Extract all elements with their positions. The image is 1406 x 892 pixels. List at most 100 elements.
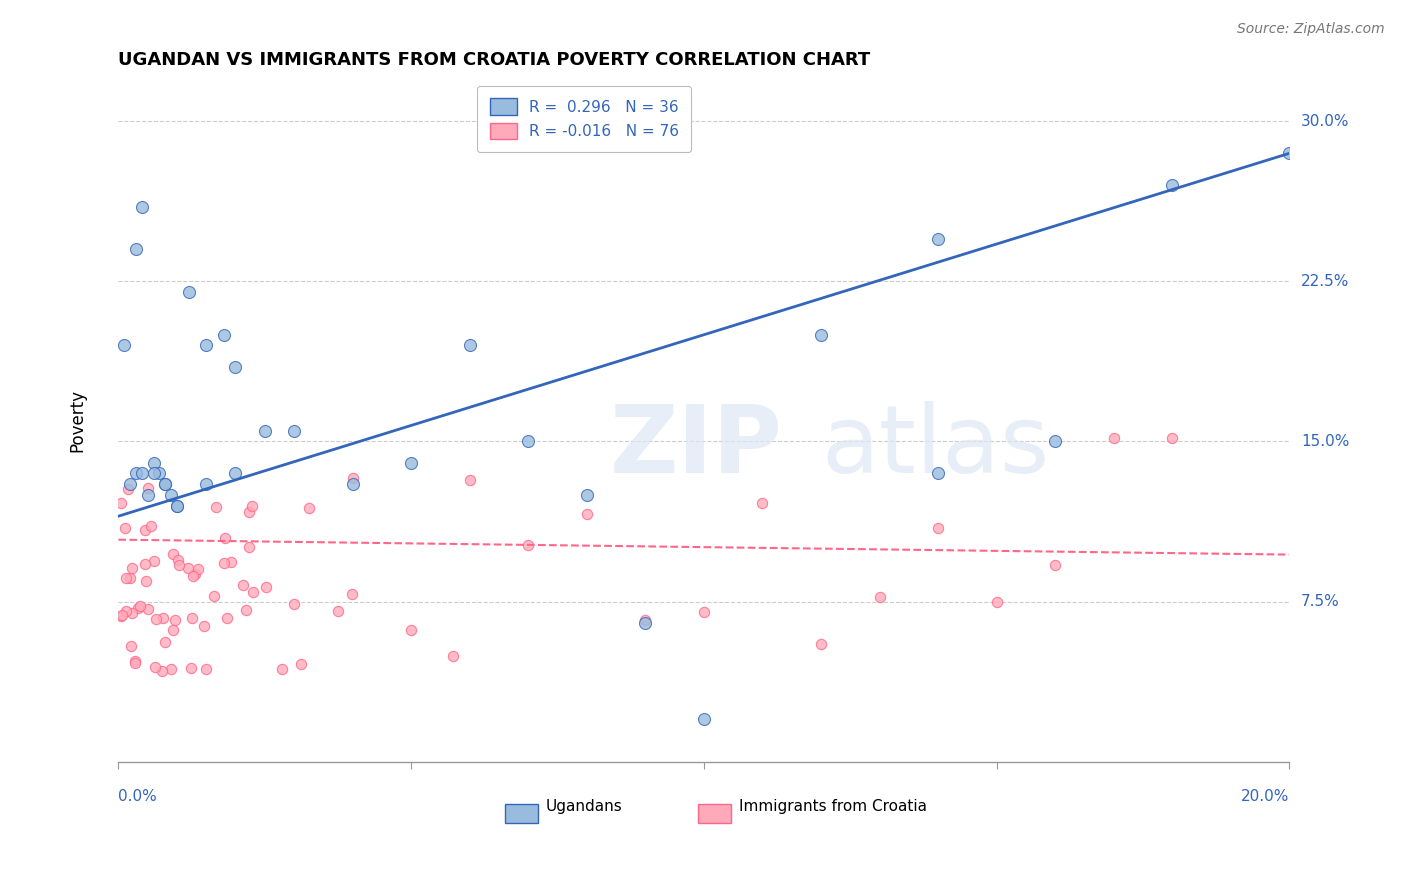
- Point: [138, 602, 160, 616]
- Point: [283, 424, 305, 438]
- Point: [193, 619, 215, 633]
- Point: [290, 657, 312, 671]
- Point: [124, 654, 146, 668]
- Point: [134, 557, 156, 571]
- Point: [118, 571, 141, 585]
- Point: [180, 611, 202, 625]
- Point: [986, 595, 1008, 609]
- Point: [117, 482, 139, 496]
- Point: [224, 359, 246, 374]
- Point: [326, 604, 349, 618]
- Point: [869, 590, 891, 604]
- Point: [195, 338, 218, 352]
- Point: [150, 665, 173, 679]
- Point: [693, 712, 716, 726]
- Point: [399, 456, 422, 470]
- Point: [238, 540, 260, 554]
- Text: 15.0%: 15.0%: [1301, 434, 1350, 449]
- Point: [112, 338, 135, 352]
- Point: [160, 488, 183, 502]
- Point: [340, 587, 363, 601]
- Point: [115, 571, 138, 585]
- Point: [134, 523, 156, 537]
- Text: ZIP: ZIP: [610, 401, 783, 493]
- Point: [195, 477, 218, 491]
- Point: [240, 499, 263, 513]
- Point: [142, 467, 165, 481]
- Point: [458, 338, 481, 352]
- Point: [114, 604, 136, 618]
- Point: [441, 648, 464, 663]
- Text: 0.0%: 0.0%: [118, 789, 157, 804]
- Point: [142, 554, 165, 568]
- Point: [167, 553, 190, 567]
- Point: [145, 612, 167, 626]
- Point: [810, 636, 832, 650]
- Point: [1161, 431, 1184, 445]
- Point: [120, 639, 142, 653]
- Point: [217, 610, 239, 624]
- Point: [254, 580, 277, 594]
- Point: [121, 561, 143, 575]
- Point: [810, 327, 832, 342]
- Point: [927, 520, 949, 534]
- Text: 30.0%: 30.0%: [1301, 114, 1350, 128]
- Point: [1278, 146, 1301, 161]
- Point: [253, 424, 276, 438]
- Point: [124, 656, 146, 670]
- Point: [181, 569, 204, 583]
- Text: 22.5%: 22.5%: [1301, 274, 1350, 289]
- Point: [142, 456, 165, 470]
- Point: [162, 623, 184, 637]
- Point: [187, 562, 209, 576]
- Point: [120, 477, 142, 491]
- Text: UGANDAN VS IMMIGRANTS FROM CROATIA POVERTY CORRELATION CHART: UGANDAN VS IMMIGRANTS FROM CROATIA POVER…: [118, 51, 870, 69]
- Point: [224, 467, 246, 481]
- Point: [166, 499, 188, 513]
- Point: [297, 500, 319, 515]
- Point: [129, 599, 152, 613]
- Point: [121, 606, 143, 620]
- Point: [1045, 558, 1067, 573]
- Point: [155, 477, 177, 491]
- Point: [399, 623, 422, 637]
- Point: [204, 500, 226, 515]
- Point: [219, 554, 242, 568]
- Point: [517, 538, 540, 552]
- Point: [238, 505, 260, 519]
- Point: [153, 635, 176, 649]
- Point: [131, 200, 153, 214]
- Point: [283, 597, 305, 611]
- Text: 20.0%: 20.0%: [1241, 789, 1289, 804]
- Point: [575, 488, 598, 502]
- Point: [155, 477, 177, 491]
- Text: Poverty: Poverty: [69, 389, 86, 451]
- Point: [114, 520, 136, 534]
- Point: [242, 584, 264, 599]
- Point: [131, 467, 153, 481]
- Point: [634, 615, 657, 630]
- Point: [458, 473, 481, 487]
- Text: atlas: atlas: [821, 401, 1049, 493]
- Point: [517, 434, 540, 449]
- Point: [1045, 434, 1067, 449]
- Text: Source: ZipAtlas.com: Source: ZipAtlas.com: [1237, 22, 1385, 37]
- Legend: R =  0.296   N = 36, R = -0.016   N = 76: R = 0.296 N = 36, R = -0.016 N = 76: [477, 87, 692, 152]
- Point: [202, 589, 225, 603]
- Point: [177, 285, 200, 299]
- FancyBboxPatch shape: [505, 804, 537, 823]
- Point: [125, 243, 148, 257]
- Text: Ugandans: Ugandans: [546, 798, 623, 814]
- Point: [212, 327, 235, 342]
- Point: [141, 519, 163, 533]
- Point: [148, 467, 170, 481]
- Point: [167, 558, 190, 573]
- Point: [575, 508, 598, 522]
- Text: 7.5%: 7.5%: [1301, 594, 1340, 609]
- Point: [177, 560, 200, 574]
- Point: [136, 488, 159, 502]
- Point: [634, 613, 657, 627]
- Point: [751, 496, 773, 510]
- Point: [342, 471, 364, 485]
- Point: [143, 659, 166, 673]
